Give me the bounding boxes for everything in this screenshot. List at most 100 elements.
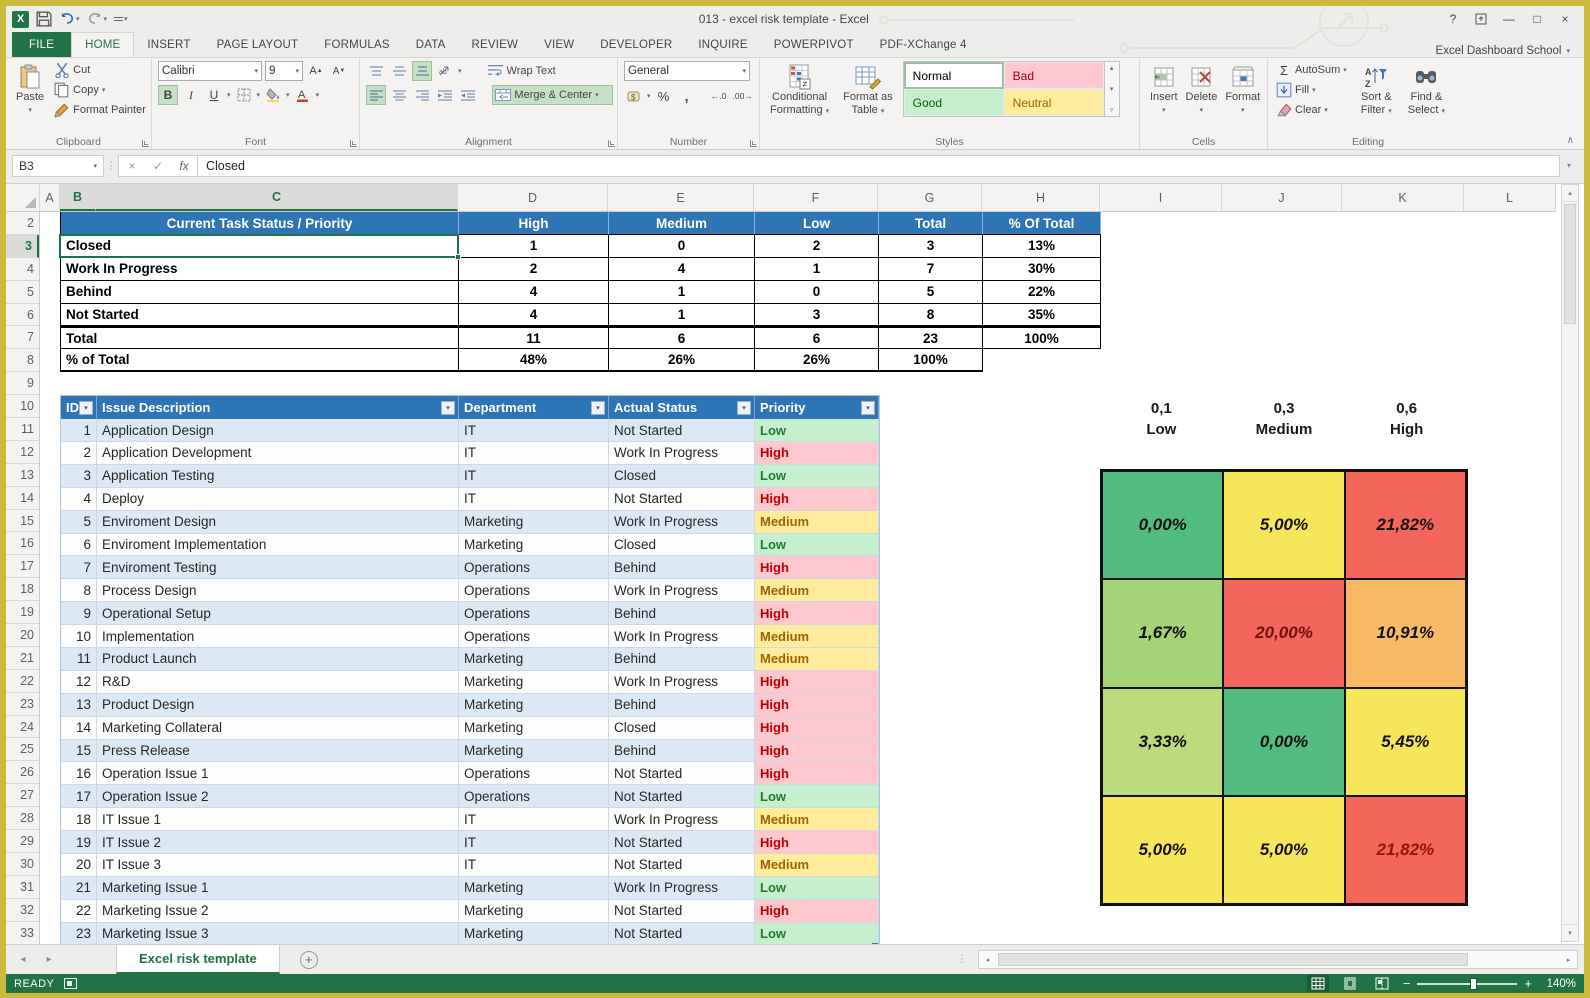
issue-id[interactable]: 6 (61, 533, 97, 557)
borders-button[interactable] (234, 85, 254, 105)
matrix-cell-r3c1[interactable]: 3,33% (1102, 687, 1224, 796)
status-cell[interactable]: 1 (609, 303, 755, 327)
issue-description[interactable]: Enviroment Implementation (97, 533, 459, 557)
copy-button[interactable]: Copy ▾ (52, 81, 148, 99)
column-header-k[interactable]: K (1342, 184, 1464, 211)
tab-splitter-grip[interactable]: ⋮ (957, 954, 968, 965)
issue-id[interactable]: 14 (61, 716, 97, 740)
row-header-16[interactable]: 16 (6, 532, 39, 556)
issue-department[interactable]: IT (459, 419, 609, 442)
style-neutral[interactable]: Neutral (1003, 89, 1104, 116)
row-header-14[interactable]: 14 (6, 487, 39, 510)
merge-center-button[interactable]: Merge & Center ▾ (492, 85, 613, 105)
issue-priority[interactable]: High (755, 670, 879, 694)
issue-priority[interactable]: Medium (755, 854, 879, 877)
next-sheet-button[interactable]: ▸ (46, 954, 52, 965)
bold-button[interactable]: B (158, 85, 178, 105)
align-left-button[interactable] (366, 85, 386, 105)
status-cell[interactable]: 4 (459, 280, 609, 304)
decrease-decimal-button[interactable]: .00→ (732, 91, 753, 101)
issue-priority[interactable]: Low (755, 922, 879, 944)
status-row-label[interactable]: Behind (61, 280, 459, 304)
row-header-5[interactable]: 5 (6, 281, 39, 304)
row-header-17[interactable]: 17 (6, 555, 39, 579)
issue-department[interactable]: Operations (459, 556, 609, 580)
status-cell[interactable]: 4 (609, 257, 755, 281)
zoom-slider[interactable] (1417, 977, 1518, 990)
issue-priority[interactable]: Low (755, 876, 879, 900)
redo-button[interactable]: ▾ (87, 11, 108, 27)
cancel-button[interactable]: × (128, 158, 136, 173)
ribbon-tab-page-layout[interactable]: PAGE LAYOUT (216, 38, 299, 51)
row-header-12[interactable]: 12 (6, 441, 39, 464)
formula-bar-expand-icon[interactable]: ▾ (1566, 161, 1571, 170)
ribbon-tab-home[interactable]: HOME (71, 32, 135, 57)
column-header-h[interactable]: H (982, 184, 1100, 211)
issue-department[interactable]: Operations (459, 579, 609, 603)
issue-status[interactable]: Work In Progress (609, 625, 755, 648)
status-cell[interactable]: 3 (879, 234, 983, 258)
issue-status[interactable]: Not Started (609, 419, 755, 442)
matrix-cell-r3c2[interactable]: 0,00% (1223, 687, 1345, 796)
row-header-29[interactable]: 29 (6, 830, 39, 853)
issue-description[interactable]: Product Launch (97, 647, 459, 671)
issue-department[interactable]: Operations (459, 602, 609, 626)
ribbon-tab-data[interactable]: DATA (415, 38, 446, 51)
issue-description[interactable]: Enviroment Testing (97, 556, 459, 580)
issue-status[interactable]: Work In Progress (609, 579, 755, 603)
issue-priority[interactable]: High (755, 487, 879, 511)
column-header-l[interactable]: L (1464, 184, 1556, 211)
issue-id[interactable]: 7 (61, 556, 97, 580)
styles-gallery-scrollbar[interactable]: ▴ ▾ ▿ (1104, 61, 1120, 117)
redo-dropdown[interactable]: ▾ (103, 16, 108, 23)
issue-status[interactable]: Closed (609, 464, 755, 488)
cells-area[interactable]: Current Task Status / Priority High Medium… (40, 212, 1556, 944)
undo-dropdown[interactable]: ▾ (76, 16, 80, 23)
status-cell[interactable]: 6 (609, 326, 755, 350)
issue-id[interactable]: 9 (61, 602, 97, 626)
ribbon-tab-insert[interactable]: INSERT (147, 38, 191, 51)
scroll-up-icon[interactable]: ▴ (1562, 185, 1578, 202)
issue-id[interactable]: 10 (61, 625, 97, 648)
issue-department[interactable]: Marketing (459, 647, 609, 671)
issue-priority[interactable]: High (755, 831, 879, 854)
status-cell[interactable]: 1 (609, 280, 755, 304)
column-header-j[interactable]: J (1222, 184, 1342, 211)
ribbon-tab-powerpivot[interactable]: POWERPIVOT (773, 38, 854, 51)
issue-id[interactable]: 3 (61, 464, 97, 488)
font-color-button[interactable]: A (293, 85, 313, 105)
issue-id[interactable]: 20 (61, 854, 97, 877)
issue-id[interactable]: 4 (61, 487, 97, 511)
issue-department[interactable]: IT (459, 854, 609, 877)
scroll-down-icon[interactable]: ▾ (1562, 924, 1578, 941)
maximize-button[interactable]: □ (1533, 12, 1541, 26)
issue-status[interactable]: Work In Progress (609, 441, 755, 465)
row-header-3[interactable]: 3 (6, 234, 39, 258)
format-cells-button[interactable]: Format ▾ (1221, 61, 1264, 119)
issue-priority[interactable]: High (755, 556, 879, 580)
row-header-23[interactable]: 23 (6, 693, 39, 716)
status-cell[interactable]: 22% (983, 280, 1101, 304)
status-cell[interactable]: 48% (459, 349, 609, 373)
zoom-out-button[interactable]: − (1402, 976, 1411, 991)
ribbon-tab-pdf-xchange-4[interactable]: PDF-XChange 4 (879, 38, 967, 51)
status-row-label[interactable]: Total (61, 326, 459, 350)
issue-description[interactable]: Product Design (97, 693, 459, 717)
underline-button[interactable]: U (209, 88, 219, 102)
row-header-8[interactable]: 8 (6, 349, 39, 373)
percent-style-button[interactable]: % (657, 88, 670, 104)
issue-department[interactable]: IT (459, 831, 609, 854)
row-header-26[interactable]: 26 (6, 761, 39, 785)
issue-priority[interactable]: Low (755, 419, 879, 442)
filter-dropdown-icon[interactable]: ▾ (861, 400, 875, 415)
styles-scroll-up-icon[interactable]: ▴ (1109, 65, 1114, 72)
matrix-cell-r2c1[interactable]: 1,67% (1102, 579, 1224, 688)
issue-department[interactable]: Operations (459, 625, 609, 648)
status-cell[interactable]: 100% (879, 349, 983, 373)
status-cell[interactable]: 100% (983, 326, 1101, 350)
issue-id[interactable]: 22 (61, 899, 97, 923)
accounting-format-button[interactable]: $ (624, 86, 644, 106)
close-button[interactable]: × (1561, 12, 1569, 26)
filter-dropdown-icon[interactable]: ▾ (441, 400, 455, 415)
issue-priority[interactable]: High (755, 441, 879, 465)
